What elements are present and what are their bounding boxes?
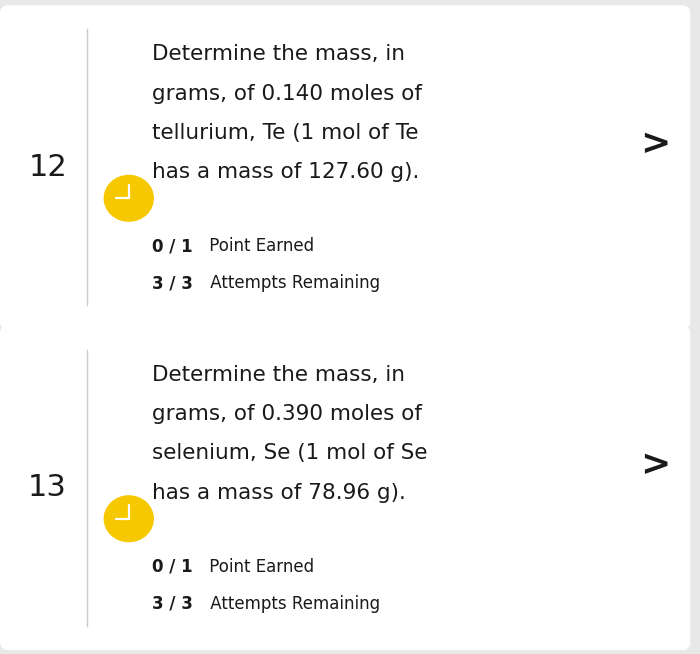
Text: 3 / 3: 3 / 3 [152,274,193,292]
Text: Attempts Remaining: Attempts Remaining [204,594,380,613]
Circle shape [104,175,154,222]
Text: >: > [640,128,671,162]
Text: Attempts Remaining: Attempts Remaining [204,274,380,292]
Text: 12: 12 [28,153,67,182]
Text: grams, of 0.390 moles of: grams, of 0.390 moles of [152,404,422,424]
Text: 0 / 1: 0 / 1 [152,237,193,255]
Text: Point Earned: Point Earned [204,237,314,255]
Text: 3 / 3: 3 / 3 [152,594,193,613]
Text: selenium, Se (1 mol of Se: selenium, Se (1 mol of Se [152,443,428,464]
Text: 13: 13 [28,473,67,502]
Text: >: > [640,448,671,482]
Circle shape [104,495,154,542]
FancyBboxPatch shape [0,5,690,330]
Text: has a mass of 127.60 g).: has a mass of 127.60 g). [152,162,419,182]
Text: has a mass of 78.96 g).: has a mass of 78.96 g). [152,483,406,503]
FancyBboxPatch shape [0,326,690,650]
Text: Determine the mass, in: Determine the mass, in [152,365,405,385]
Text: grams, of 0.140 moles of: grams, of 0.140 moles of [152,84,422,104]
Text: Point Earned: Point Earned [204,558,314,576]
Text: Determine the mass, in: Determine the mass, in [152,44,405,65]
Text: 0 / 1: 0 / 1 [152,558,193,576]
Text: tellurium, Te (1 mol of Te: tellurium, Te (1 mol of Te [152,123,419,143]
